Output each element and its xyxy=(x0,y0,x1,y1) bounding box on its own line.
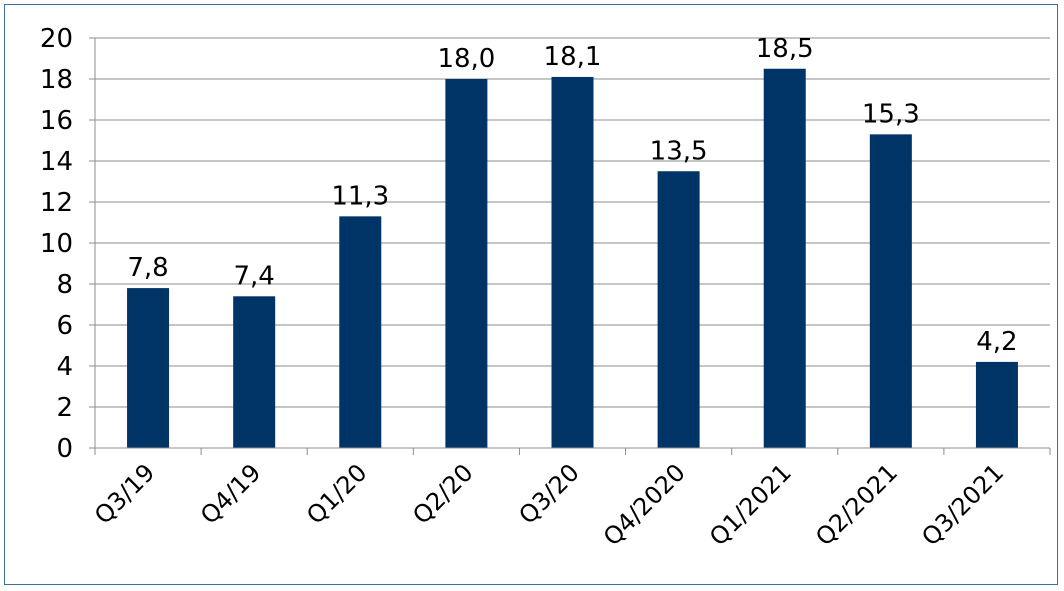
bar xyxy=(657,171,700,448)
bar xyxy=(551,76,594,448)
data-labels: 7,8 7,4 11,3 18,0 18,1 13,5 18,5 15,3 4,2 xyxy=(127,34,1017,357)
data-label: 18,5 xyxy=(756,34,814,64)
bar xyxy=(127,288,170,448)
x-tick-label: Q1/20 xyxy=(301,458,372,529)
data-label: 4,2 xyxy=(976,327,1017,357)
bar xyxy=(445,79,488,448)
data-label: 18,0 xyxy=(437,44,495,74)
x-tick-label: Q2/2021 xyxy=(810,458,903,551)
axes xyxy=(94,38,1050,449)
x-tick-label: Q2/20 xyxy=(407,458,478,529)
y-tick-label: 4 xyxy=(56,352,73,382)
data-label: 7,4 xyxy=(233,261,274,291)
y-tick-label: 0 xyxy=(56,434,73,464)
y-tick-label: 16 xyxy=(40,106,73,136)
x-axis-ticks: Q3/19 Q4/19 Q1/20 Q2/20 Q3/20 Q4/2020 Q1/2021 Q… xyxy=(89,448,1051,551)
x-tick-label: Q4/19 xyxy=(195,458,266,529)
y-tick-label: 8 xyxy=(56,270,73,300)
y-tick-label: 2 xyxy=(56,393,73,423)
bar xyxy=(233,296,276,448)
y-tick-label: 20 xyxy=(40,24,73,54)
x-tick-label: Q4/2020 xyxy=(598,458,691,551)
bar xyxy=(869,134,912,448)
data-label: 18,1 xyxy=(544,42,602,72)
y-tick-label: 10 xyxy=(40,229,73,259)
data-label: 7,8 xyxy=(127,253,168,283)
data-label: 15,3 xyxy=(862,99,920,129)
data-label: 13,5 xyxy=(650,136,708,166)
bar xyxy=(339,216,382,448)
y-tick-label: 6 xyxy=(56,311,73,341)
x-tick-label: Q1/2021 xyxy=(704,458,797,551)
y-tick-label: 12 xyxy=(40,188,73,218)
bar xyxy=(975,361,1018,448)
x-tick-label: Q3/2021 xyxy=(916,458,1009,551)
bars xyxy=(127,68,1018,448)
bar xyxy=(763,68,806,448)
data-label: 11,3 xyxy=(331,181,389,211)
y-tick-label: 18 xyxy=(40,65,73,95)
y-tick-label: 14 xyxy=(40,147,73,177)
y-axis-ticks: 0 2 4 6 8 10 12 14 16 18 20 xyxy=(40,24,95,464)
x-tick-label: Q3/19 xyxy=(89,458,160,529)
x-tick-label: Q3/20 xyxy=(513,458,584,529)
